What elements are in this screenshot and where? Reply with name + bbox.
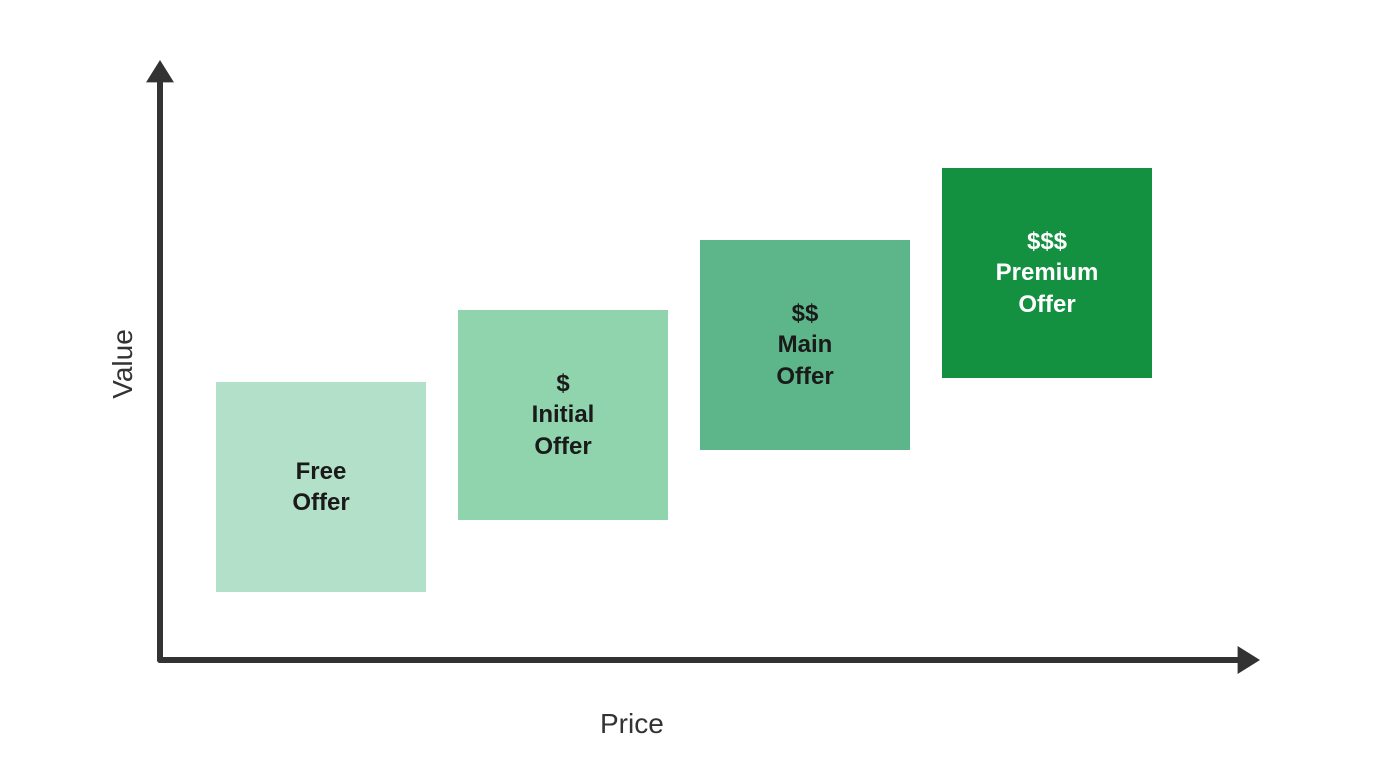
box-price-indicator: $$ [792, 298, 819, 329]
box-main-offer: $$ Main Offer [700, 240, 910, 450]
y-axis [146, 60, 174, 660]
box-title-line: Main [778, 329, 833, 360]
box-title-line: Offer [1018, 289, 1075, 320]
box-price-indicator: $$$ [1027, 226, 1067, 257]
box-free-offer: Free Offer [216, 382, 426, 592]
chart-axes [0, 0, 1380, 776]
box-title-line: Offer [776, 361, 833, 392]
y-axis-label: Value [107, 329, 139, 399]
box-title-line: Initial [532, 399, 595, 430]
value-price-chart: Value Price Free Offer $ Initial Offer $… [0, 0, 1380, 776]
box-title-line: Free [296, 456, 347, 487]
box-price-indicator: $ [556, 368, 569, 399]
x-axis [160, 646, 1260, 674]
box-title-line: Offer [292, 487, 349, 518]
x-axis-label: Price [600, 708, 664, 740]
box-premium-offer: $$$ Premium Offer [942, 168, 1152, 378]
box-title-line: Premium [996, 257, 1099, 288]
box-title-line: Offer [534, 431, 591, 462]
box-initial-offer: $ Initial Offer [458, 310, 668, 520]
